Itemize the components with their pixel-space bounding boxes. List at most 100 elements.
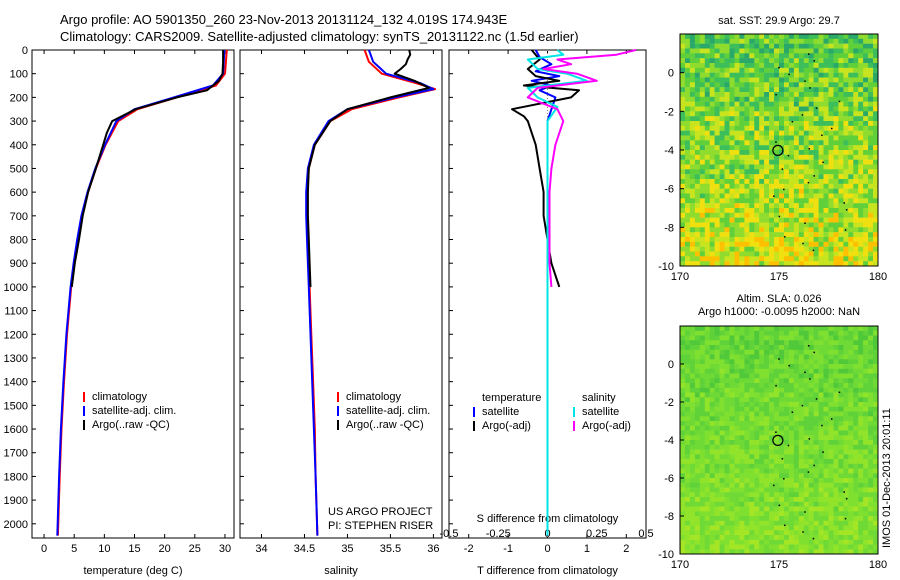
sst-map-cell	[719, 48, 725, 54]
sla-map-track-dot	[778, 504, 781, 507]
sst-map-cell	[719, 246, 725, 252]
sla-map-cell	[699, 482, 706, 488]
sst-map-cell	[808, 48, 814, 54]
sst-map-cell	[774, 154, 780, 160]
sst-map-cell	[729, 241, 735, 247]
sla-map-cell	[759, 497, 765, 502]
sla-map-cell	[793, 373, 800, 379]
sst-map-cell	[803, 116, 810, 122]
sst-map-cell	[853, 154, 859, 160]
sla-map-cell	[833, 482, 839, 488]
sst-map-cell	[680, 251, 686, 257]
sst-map-cell	[784, 150, 790, 156]
sla-map-cell	[813, 478, 819, 483]
sla-map-cell	[729, 406, 735, 412]
sst-map-cell	[759, 82, 765, 88]
sst-map-cell	[853, 48, 859, 54]
sla-map-cell	[694, 406, 701, 412]
sla-map-cell	[848, 406, 854, 412]
sst-map-cell	[858, 96, 864, 102]
sla-map-cell	[714, 421, 720, 426]
salinity-series-satelliteadjclim	[305, 49, 435, 536]
sst-map-cell	[764, 106, 770, 112]
sst-map-cell	[803, 106, 810, 112]
sst-map-cell	[813, 169, 819, 175]
sst-map-cell	[788, 246, 795, 252]
sst-map-cell	[828, 116, 834, 122]
sst-map-cell	[833, 125, 839, 131]
sst-map-cell	[784, 246, 790, 252]
sst-map-cell	[868, 222, 874, 228]
sst-map-cell	[739, 188, 745, 194]
sst-map-track-dot	[808, 148, 811, 150]
sla-map-cell	[863, 530, 869, 536]
sla-map-cell	[774, 463, 780, 469]
sst-map-cell	[798, 38, 805, 44]
sla-map-cell	[739, 473, 745, 479]
sla-map-cell	[689, 544, 696, 550]
sla-map-cell	[828, 530, 834, 536]
sst-map-cell	[838, 125, 844, 131]
sla-map-cell	[734, 373, 740, 379]
sla-map-cell	[779, 530, 785, 536]
sst-map-cell	[838, 140, 844, 146]
sla-map-cell	[724, 364, 730, 369]
sst-map-cell	[734, 193, 740, 199]
sla-map-cell	[739, 544, 745, 550]
sst-map-cell	[808, 135, 814, 141]
sst-map-cell	[724, 193, 730, 199]
sla-map-cell	[818, 340, 824, 346]
sst-map-cell	[699, 256, 706, 262]
sla-map-cell	[853, 378, 859, 384]
sst-map-cell	[709, 241, 715, 247]
sst-map-cell	[719, 237, 725, 243]
sst-map-cell	[739, 121, 745, 127]
sst-map-cell	[685, 241, 691, 247]
sst-map-cell	[749, 121, 755, 127]
sla-map-cell	[863, 335, 869, 341]
sla-map-cell	[689, 482, 696, 488]
sst-map-cell	[833, 116, 839, 122]
sst-map-cell	[788, 159, 795, 165]
sst-map-cell	[744, 164, 750, 170]
sst-map-cell	[709, 77, 715, 83]
sla-map-cell	[779, 392, 785, 398]
sst-map-cell	[699, 193, 706, 199]
sst-map-cell	[714, 154, 720, 160]
sla-map-cell	[774, 425, 780, 431]
sla-map-cell	[873, 473, 879, 479]
sst-map-cell	[868, 82, 874, 88]
sst-map-cell	[868, 208, 874, 214]
sla-map-cell	[774, 326, 780, 331]
sst-map-cell	[759, 121, 765, 127]
sst-map-cell	[734, 111, 740, 117]
sla-map-cell	[873, 335, 879, 341]
sla-map-cell	[798, 425, 805, 431]
sst-map-cell	[699, 217, 706, 223]
sla-map-cell	[704, 497, 711, 502]
sla-map-cell	[709, 330, 715, 336]
sst-map-track-dot	[812, 249, 815, 252]
sst-map-cell	[858, 183, 864, 189]
sst-map-cell	[868, 67, 874, 73]
sst-map-cell	[808, 198, 814, 204]
sst-map-cell	[853, 237, 859, 243]
sst-map-cell	[818, 246, 824, 252]
sst-map-cell	[833, 67, 839, 73]
sst-map-cell	[764, 154, 770, 160]
sla-map-cell	[694, 444, 701, 450]
sla-map-cell	[724, 492, 730, 498]
sla-map-cell	[694, 416, 701, 422]
sla-map-cell	[779, 364, 785, 369]
sst-map-cell	[685, 154, 691, 160]
sst-map-cell	[873, 169, 879, 175]
sst-map-cell	[759, 53, 765, 59]
sst-map-cell	[828, 212, 834, 218]
sst-map-cell	[833, 77, 839, 83]
sla-map-cell	[719, 525, 725, 531]
sla-map-cell	[704, 501, 711, 507]
sla-map-cell	[754, 373, 760, 379]
sst-map-cell	[838, 77, 844, 83]
sla-map-cell	[694, 435, 701, 441]
sla-map-cell	[709, 497, 715, 502]
